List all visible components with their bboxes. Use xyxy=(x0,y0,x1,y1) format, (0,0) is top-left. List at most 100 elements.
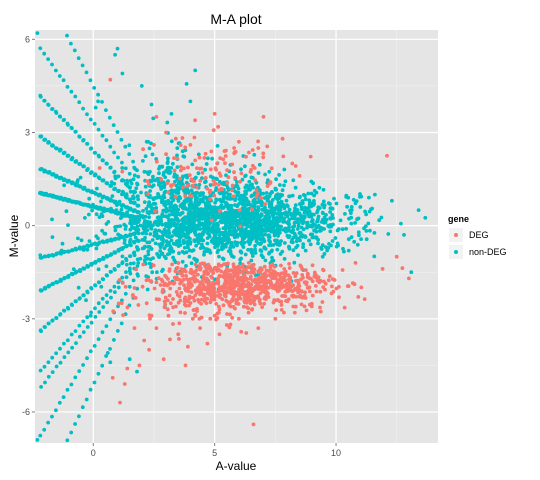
point-deg xyxy=(121,313,125,317)
point-deg xyxy=(250,148,255,152)
point-deg xyxy=(254,194,259,199)
point-deg xyxy=(154,159,159,164)
point-non-deg xyxy=(287,245,291,250)
point-non-deg xyxy=(356,230,361,235)
point-non-deg xyxy=(108,165,113,170)
point-deg xyxy=(125,366,130,371)
point-deg xyxy=(321,285,326,289)
point-non-deg xyxy=(314,190,319,195)
point-non-deg xyxy=(322,203,327,208)
point-deg xyxy=(246,306,251,311)
point-deg xyxy=(154,115,159,119)
point-non-deg xyxy=(46,103,51,107)
point-non-deg xyxy=(267,169,272,174)
point-non-deg xyxy=(142,169,147,174)
point-deg xyxy=(178,176,183,181)
point-deg xyxy=(116,301,121,306)
point-deg xyxy=(310,279,315,284)
point-non-deg xyxy=(290,240,295,245)
point-non-deg xyxy=(50,318,55,323)
point-non-deg xyxy=(43,254,48,259)
point-non-deg xyxy=(224,226,229,231)
point-non-deg xyxy=(160,251,165,256)
point-non-deg xyxy=(332,196,336,201)
point-non-deg xyxy=(166,165,171,170)
point-non-deg xyxy=(89,146,94,151)
point-deg xyxy=(177,321,182,326)
point-deg xyxy=(178,310,183,315)
point-non-deg xyxy=(125,243,129,248)
point-deg xyxy=(148,316,152,321)
point-non-deg xyxy=(59,175,64,180)
point-non-deg xyxy=(124,224,128,229)
point-non-deg xyxy=(144,207,149,211)
point-non-deg xyxy=(115,130,120,134)
point-deg xyxy=(141,262,146,267)
point-deg xyxy=(281,154,286,159)
point-non-deg xyxy=(175,176,180,181)
point-non-deg xyxy=(151,116,156,121)
point-non-deg xyxy=(280,188,285,193)
point-non-deg xyxy=(224,212,229,217)
point-deg xyxy=(195,290,199,295)
point-non-deg xyxy=(102,194,106,199)
point-non-deg xyxy=(246,200,251,205)
point-non-deg xyxy=(59,196,64,201)
point-non-deg xyxy=(184,215,189,220)
point-non-deg xyxy=(62,341,66,346)
point-deg xyxy=(178,164,183,169)
point-deg xyxy=(147,182,151,187)
point-deg xyxy=(260,288,265,292)
point-non-deg xyxy=(204,162,209,166)
point-non-deg xyxy=(292,224,297,229)
point-deg xyxy=(287,266,292,270)
point-non-deg xyxy=(363,209,367,214)
point-deg xyxy=(195,307,199,311)
point-non-deg xyxy=(242,210,246,215)
point-non-deg xyxy=(243,185,248,190)
point-non-deg xyxy=(119,137,124,142)
point-deg xyxy=(221,157,226,162)
point-deg xyxy=(181,268,185,272)
point-non-deg xyxy=(166,198,171,203)
point-non-deg xyxy=(202,214,207,219)
point-non-deg xyxy=(66,123,70,127)
point-deg xyxy=(228,273,233,277)
point-non-deg xyxy=(39,167,44,171)
point-non-deg xyxy=(282,257,287,261)
point-non-deg xyxy=(170,218,175,223)
point-deg xyxy=(250,263,255,268)
point-non-deg xyxy=(214,227,219,232)
point-non-deg xyxy=(169,112,174,116)
point-non-deg xyxy=(175,165,180,170)
point-non-deg xyxy=(120,298,124,303)
point-non-deg xyxy=(149,206,154,211)
point-non-deg xyxy=(190,162,195,167)
point-deg xyxy=(252,267,257,272)
point-deg xyxy=(223,161,227,166)
point-non-deg xyxy=(100,100,104,104)
point-non-deg xyxy=(372,231,377,235)
point-non-deg xyxy=(97,176,102,181)
point-non-deg xyxy=(66,153,71,158)
legend-marker-deg xyxy=(454,233,458,237)
point-deg xyxy=(239,171,244,176)
point-non-deg xyxy=(178,196,183,201)
point-deg xyxy=(346,284,351,288)
point-non-deg xyxy=(67,198,71,203)
point-deg xyxy=(175,156,180,161)
point-non-deg xyxy=(114,201,119,206)
point-non-deg xyxy=(141,209,145,213)
point-non-deg xyxy=(38,433,43,438)
point-non-deg xyxy=(150,238,155,242)
point-non-deg xyxy=(38,253,43,258)
point-deg xyxy=(265,144,270,149)
point-non-deg xyxy=(267,224,272,229)
point-non-deg xyxy=(78,184,83,189)
point-non-deg xyxy=(218,213,223,218)
point-non-deg xyxy=(291,178,296,183)
legend-label-deg: DEG xyxy=(469,230,489,240)
point-non-deg xyxy=(303,248,308,253)
point-non-deg xyxy=(54,351,58,356)
